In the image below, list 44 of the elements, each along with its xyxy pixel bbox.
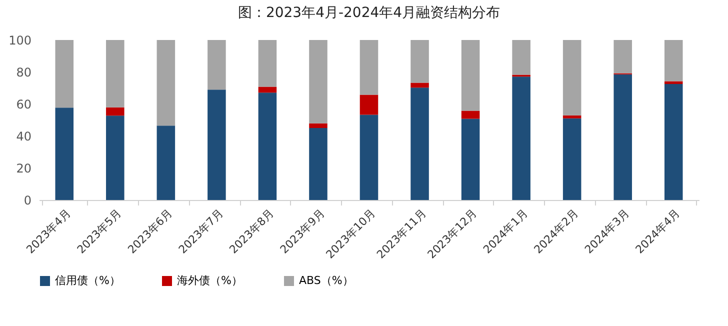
bar	[258, 92, 277, 200]
bar	[614, 40, 632, 74]
legend-label: 信用债（%）	[55, 274, 120, 287]
bar	[106, 107, 124, 116]
bar	[562, 118, 582, 200]
bar	[55, 108, 74, 200]
y-tick-label: 100	[8, 34, 32, 48]
bar	[664, 40, 683, 82]
bar	[664, 84, 683, 200]
bar	[461, 110, 480, 119]
y-tick-label: 40	[16, 130, 32, 144]
bar	[156, 126, 176, 200]
bar	[208, 90, 226, 200]
legend-label: 海外债（%）	[177, 274, 242, 287]
bar	[106, 40, 124, 108]
bar	[614, 74, 632, 200]
bar	[461, 40, 480, 111]
bar	[562, 115, 582, 118]
bar	[410, 82, 429, 88]
bar	[258, 86, 277, 93]
bar	[461, 118, 480, 200]
bar	[512, 76, 530, 200]
bar	[208, 40, 226, 90]
bar	[309, 128, 328, 200]
bar	[106, 116, 124, 200]
bar	[410, 88, 429, 200]
y-tick-label: 0	[24, 194, 32, 208]
y-tick-label: 20	[16, 162, 32, 176]
bar	[55, 40, 74, 108]
y-tick-label: 60	[16, 98, 32, 112]
bar	[664, 81, 683, 84]
bar	[360, 94, 378, 115]
bar	[512, 40, 530, 75]
chart-title: 图：2023年4月-2024年4月融资结构分布	[238, 5, 500, 21]
bar	[156, 40, 176, 126]
bar	[410, 40, 429, 83]
legend-label: ABS（%）	[299, 274, 354, 287]
bar	[309, 40, 328, 124]
bar	[360, 114, 378, 200]
bar	[258, 40, 277, 87]
y-tick-label: 80	[16, 66, 32, 80]
bar	[360, 40, 378, 95]
bar	[562, 40, 582, 116]
bar	[309, 123, 328, 128]
